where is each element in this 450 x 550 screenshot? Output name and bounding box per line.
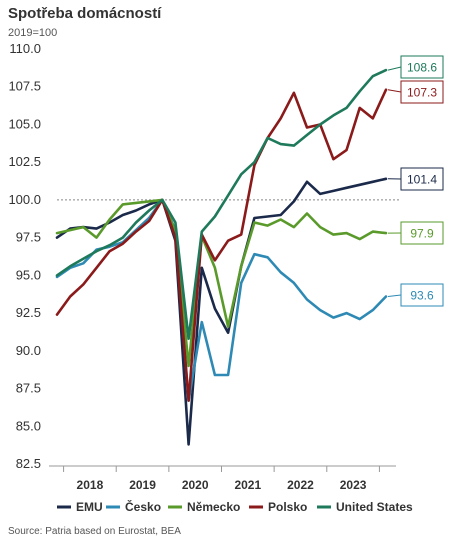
x-tick-label: 2019 [129,478,156,492]
end-label-value: 107.3 [407,86,437,100]
y-tick-label: 102.5 [8,154,41,169]
chart-title: Spotřeba domácností [8,5,162,22]
x-tick-label: 2020 [182,478,209,492]
y-tick-label: 105.0 [8,116,41,131]
y-tick-label: 97.5 [16,230,41,245]
y-tick-label: 92.5 [16,305,41,320]
legend-label: Německo [187,500,240,514]
legend-label: Polsko [268,500,307,514]
end-label-connector [387,294,402,297]
y-tick-label: 85.0 [16,418,41,433]
x-tick-label: 2018 [77,478,104,492]
y-tick-label: 110.0 [9,41,41,56]
y-tick-label: 107.5 [8,79,41,94]
end-label-connector [387,89,402,93]
legend-label: Česko [125,499,161,514]
end-label-value: 97.9 [410,227,434,241]
x-tick-label: 2021 [234,478,261,492]
source-note: Source: Patria based on Eurostat, BEA [8,526,181,537]
end-label-box [400,167,444,191]
y-tick-label: 82.5 [16,456,41,471]
x-tick-label: 2022 [287,478,314,492]
series-line-německo [55,198,388,368]
end-label-box [400,55,444,79]
legend-label: EMU [76,500,103,514]
end-label-value: 101.4 [407,173,437,187]
end-label-box [400,80,444,104]
series-line-united-states [55,68,388,341]
end-label-value: 93.6 [410,289,434,303]
y-tick-label: 87.5 [16,381,41,396]
end-label-value: 108.6 [407,61,437,75]
y-tick-label: 100.0 [8,192,41,207]
end-label-box [400,283,444,307]
x-tick-label: 2023 [340,478,367,492]
series-line-polsko [55,88,388,402]
series-line-emu [55,177,388,446]
legend-label: United States [336,500,413,514]
chart-subtitle: 2019=100 [8,27,58,39]
y-tick-label: 90.0 [16,343,41,358]
series-line-česko [55,198,388,402]
end-label-box [400,221,444,245]
y-tick-label: 95.0 [16,267,41,282]
end-label-connector [387,66,402,71]
